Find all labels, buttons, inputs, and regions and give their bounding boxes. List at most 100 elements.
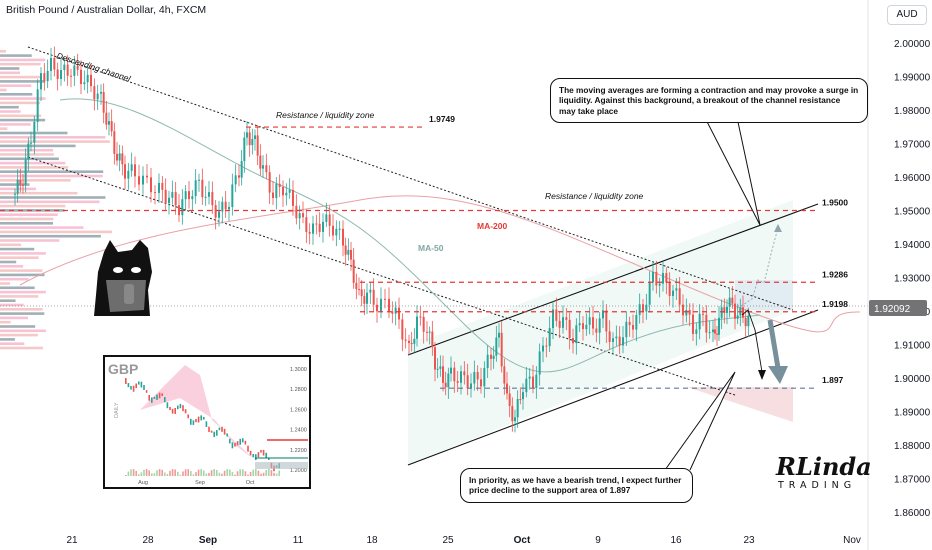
inset-volume-bar	[187, 469, 189, 476]
channel-top-line	[27, 46, 794, 311]
inset-volume-bar	[130, 469, 132, 476]
bear-projection-arrowhead	[758, 370, 766, 380]
candle-body	[344, 245, 347, 255]
candle-body	[22, 184, 24, 186]
candle-body	[298, 213, 301, 219]
inset-candle	[221, 426, 223, 432]
channel-bottom-line	[27, 156, 736, 396]
volume-bar	[0, 320, 11, 324]
candle-body	[121, 153, 124, 165]
candle-body	[124, 164, 126, 179]
inset-candle	[242, 438, 244, 443]
inset-volume-bar	[166, 473, 169, 476]
note-bottom-text: In priority, as we have a bearish trend,…	[469, 475, 682, 496]
candle-body	[278, 183, 281, 188]
candle-body	[453, 367, 456, 382]
candle-body	[605, 310, 608, 332]
candle-body	[262, 165, 264, 169]
inset-candle	[229, 438, 231, 444]
volume-bar	[0, 75, 41, 79]
inset-candle	[158, 392, 161, 399]
candle-body	[444, 382, 447, 388]
candle-body	[632, 325, 634, 330]
candle-body	[508, 393, 511, 407]
volume-bar	[0, 67, 20, 70]
current-price-tag	[869, 299, 927, 316]
inset-volume-bar	[145, 469, 148, 476]
candle-body	[369, 289, 372, 293]
candle-body	[56, 69, 59, 79]
time-tick-label: 23	[743, 535, 755, 546]
inset-candle	[210, 430, 213, 433]
candle-body	[259, 155, 262, 169]
inset-candle	[200, 415, 202, 421]
candle-body	[40, 73, 42, 90]
candle-body	[16, 179, 19, 194]
time-tick-label: 16	[670, 535, 682, 546]
price-tick-label: 1.90000	[894, 374, 931, 385]
volume-bar	[0, 54, 32, 57]
candle-body	[184, 191, 187, 200]
candle-body	[565, 317, 568, 320]
note-top: The moving averages are forming a contra…	[550, 78, 868, 124]
inset-candle	[182, 405, 184, 412]
candle-body	[384, 298, 386, 300]
currency-button[interactable]: AUD	[887, 5, 927, 25]
candle-body	[168, 197, 170, 204]
candle-body	[731, 297, 734, 304]
candle-body	[231, 184, 234, 208]
candle-body	[391, 311, 394, 314]
volume-bar	[0, 265, 24, 268]
candle-body	[248, 132, 251, 146]
candle-body	[736, 315, 739, 319]
candle-body	[251, 138, 254, 146]
inset-volume-bar	[278, 470, 280, 476]
inset-volume-bar	[158, 469, 161, 476]
inset-candle	[208, 426, 210, 432]
inset-candle	[249, 450, 252, 456]
volume-bar	[0, 226, 84, 229]
moving-averages: MA-200 MA-50	[19, 98, 861, 373]
inset-volume-bar	[132, 469, 135, 476]
volume-bar	[0, 209, 65, 212]
inset-volume-bar	[226, 469, 228, 476]
candle-body	[360, 289, 363, 297]
volume-bar	[0, 80, 46, 83]
volume-bar	[0, 157, 59, 161]
inset-x-tick: Sep	[195, 480, 205, 486]
volume-bar	[0, 342, 25, 345]
candle-body	[50, 58, 52, 71]
inset-volume-bar	[169, 470, 171, 476]
candle-body	[525, 378, 528, 393]
candle-body	[492, 355, 495, 359]
inset-volume-bar	[138, 474, 140, 476]
candle-body	[358, 289, 360, 291]
volume-bar	[0, 71, 21, 75]
inset-candle	[244, 440, 247, 445]
inset-candle	[265, 452, 267, 459]
inset-candle	[156, 394, 158, 400]
candle-body	[211, 192, 214, 206]
inset-candle	[169, 406, 171, 411]
candle-body	[447, 373, 450, 388]
candle-body	[642, 304, 644, 312]
level-label: 1.9286	[822, 269, 848, 279]
candle-body	[460, 371, 462, 383]
volume-bar	[0, 282, 11, 285]
candle-body	[221, 201, 224, 212]
candle-body	[718, 317, 720, 335]
inset-volume-bar	[247, 474, 249, 476]
candle-body	[562, 317, 564, 328]
candle-body	[511, 406, 514, 422]
candle-body	[292, 189, 294, 206]
inset-candle	[223, 428, 226, 435]
candle-body	[234, 175, 237, 185]
candle-body	[328, 214, 331, 226]
level-label: 1.9749	[429, 114, 455, 124]
candle-body	[80, 69, 82, 85]
candle-body	[695, 329, 698, 334]
bear-projection-path	[741, 309, 763, 373]
inset-candle	[179, 404, 182, 409]
candle-body	[398, 307, 400, 320]
volume-bar	[0, 140, 110, 143]
